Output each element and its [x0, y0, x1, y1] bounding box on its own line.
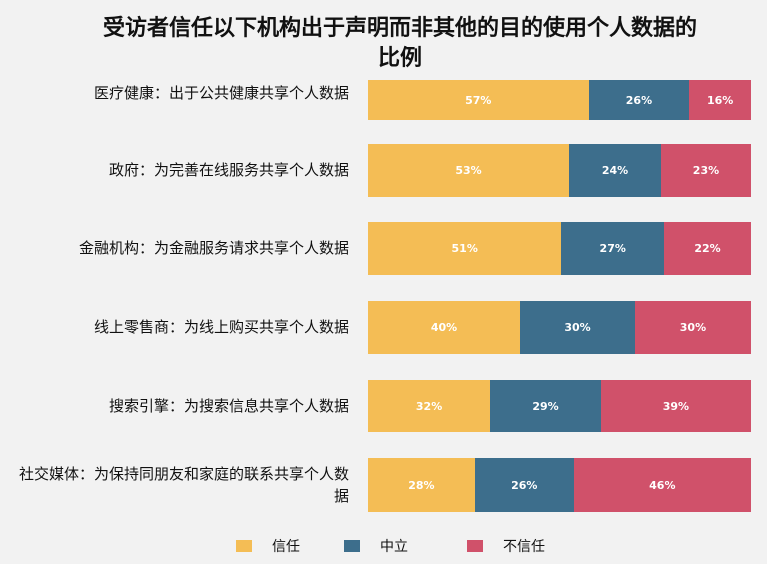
- row-label: 金融机构：为金融服务请求共享个人数据: [78, 239, 349, 257]
- seg-trust: 40%: [368, 301, 521, 354]
- stacked-bar: 53% 24% 23%: [368, 144, 751, 197]
- stacked-bar: 28% 26% 46%: [368, 458, 751, 512]
- stacked-bar: 57% 26% 16%: [368, 80, 751, 120]
- stacked-bar: 32% 29% 39%: [368, 380, 751, 432]
- row-label: 社交媒体：为保持同朋友和家庭的联系共享个人数据: [19, 465, 350, 505]
- seg-trust: 32%: [368, 380, 491, 432]
- seg-distrust: 22%: [664, 222, 751, 275]
- seg-distrust: 39%: [600, 380, 751, 432]
- chart-title: 受访者信任以下机构出于声明而非其他的目的使用个人数据的 比例: [102, 16, 697, 71]
- seg-neutral: 27%: [561, 222, 665, 275]
- seg-trust: 28%: [368, 458, 475, 512]
- legend-item-trust: 信任: [236, 536, 300, 556]
- legend-item-neutral: 中立: [344, 536, 408, 556]
- seg-distrust: 23%: [660, 144, 751, 197]
- stacked-bar: 51% 27% 22%: [368, 222, 751, 275]
- seg-neutral: 29%: [490, 380, 601, 432]
- seg-distrust: 46%: [573, 458, 751, 512]
- legend-swatch: [467, 540, 483, 552]
- seg-distrust: 30%: [634, 301, 751, 354]
- seg-neutral: 30%: [520, 301, 635, 354]
- seg-trust: 57%: [368, 80, 589, 120]
- seg-distrust: 16%: [689, 80, 751, 120]
- seg-neutral: 26%: [474, 458, 574, 512]
- legend-item-distrust: 不信任: [467, 536, 545, 556]
- legend-swatch: [344, 540, 360, 552]
- stacked-bar: 40% 30% 30%: [368, 301, 751, 354]
- row-label: 政府：为完善在线服务共享个人数据: [108, 161, 349, 179]
- legend-swatch: [236, 540, 252, 552]
- row-label: 医疗健康：出于公共健康共享个人数据: [93, 84, 349, 102]
- seg-neutral: 26%: [588, 80, 690, 120]
- seg-trust: 51%: [368, 222, 562, 275]
- row-label: 线上零售商：为线上购买共享个人数据: [93, 318, 349, 336]
- seg-trust: 53%: [368, 144, 570, 197]
- row-label: 搜索引擎：为搜索信息共享个人数据: [108, 397, 349, 415]
- seg-neutral: 24%: [569, 144, 661, 197]
